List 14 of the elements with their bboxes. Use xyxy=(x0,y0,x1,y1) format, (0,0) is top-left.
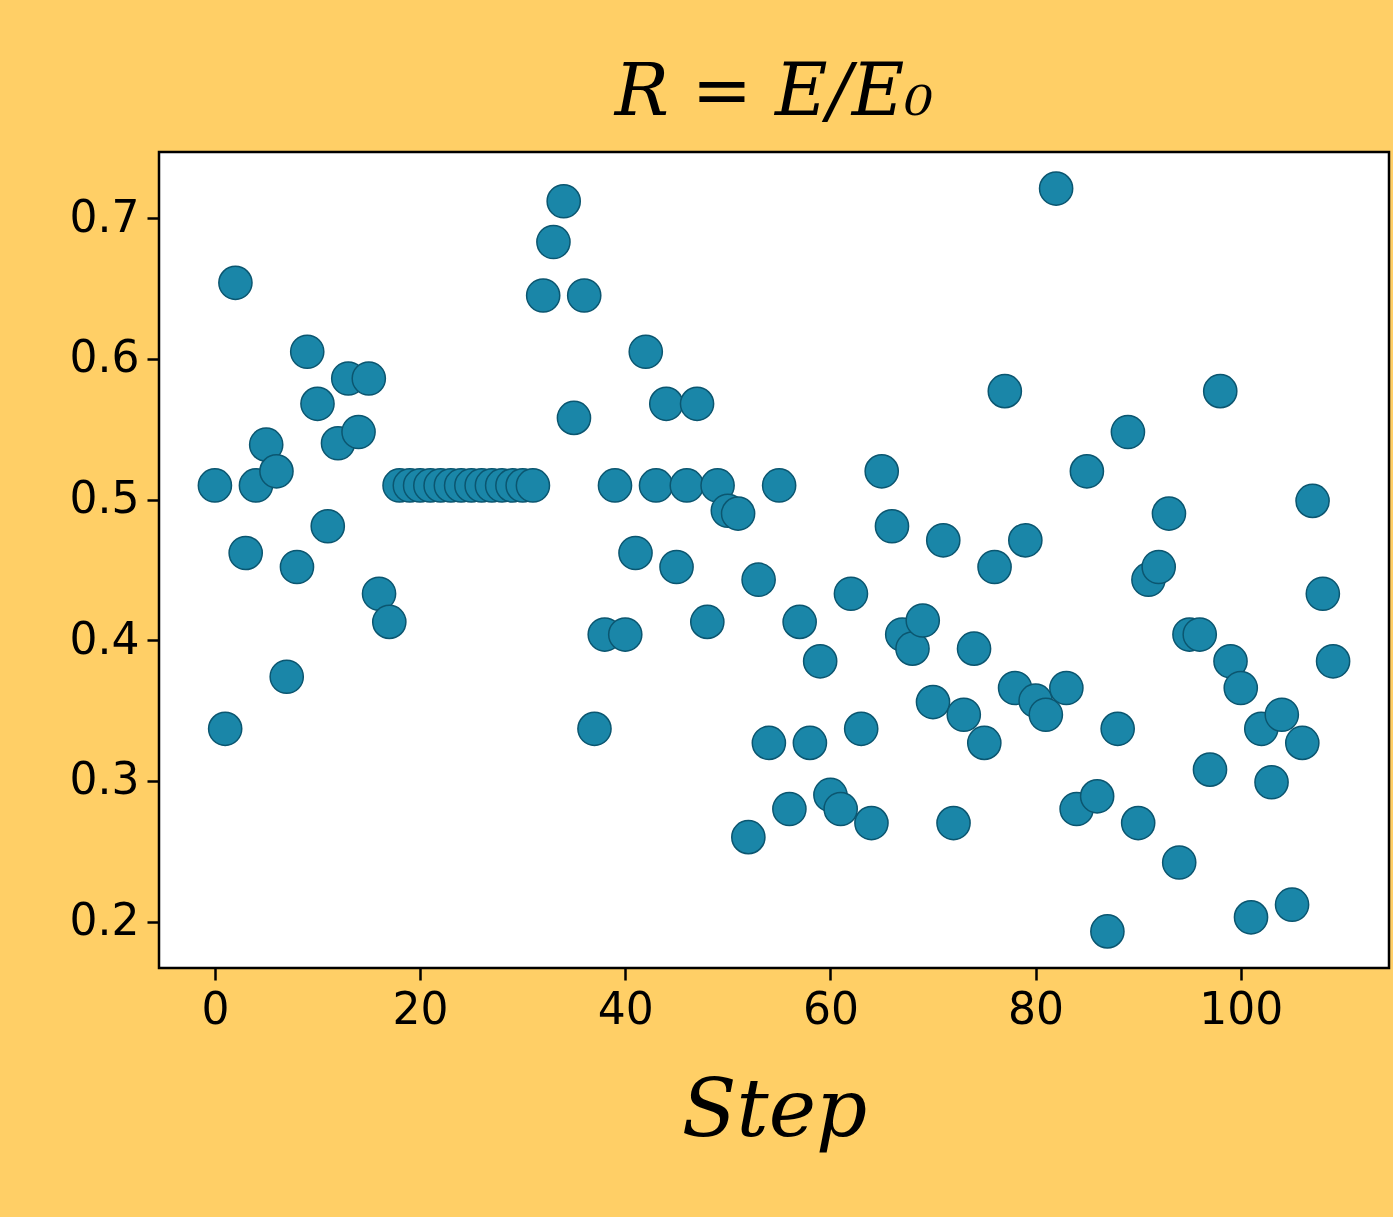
x-tick-label: 80 xyxy=(1008,982,1065,1034)
y-tick-label: 0.3 xyxy=(69,753,140,805)
x-tick-label: 20 xyxy=(392,982,449,1034)
x-tick-label: 0 xyxy=(201,982,230,1034)
chart-title: R = E/E₀ xyxy=(612,48,934,132)
x-tick-label: 100 xyxy=(1199,982,1284,1034)
y-tick-label: 0.4 xyxy=(69,612,140,664)
y-tick-label: 0.6 xyxy=(69,331,140,383)
y-tick-label: 0.2 xyxy=(69,894,140,946)
y-tick-label: 0.5 xyxy=(69,472,140,523)
x-tick-label: 60 xyxy=(802,982,859,1034)
x-axis-title: Step xyxy=(681,1061,868,1155)
x-tick-label: 40 xyxy=(597,982,654,1034)
y-tick-label: 0.7 xyxy=(69,190,140,242)
